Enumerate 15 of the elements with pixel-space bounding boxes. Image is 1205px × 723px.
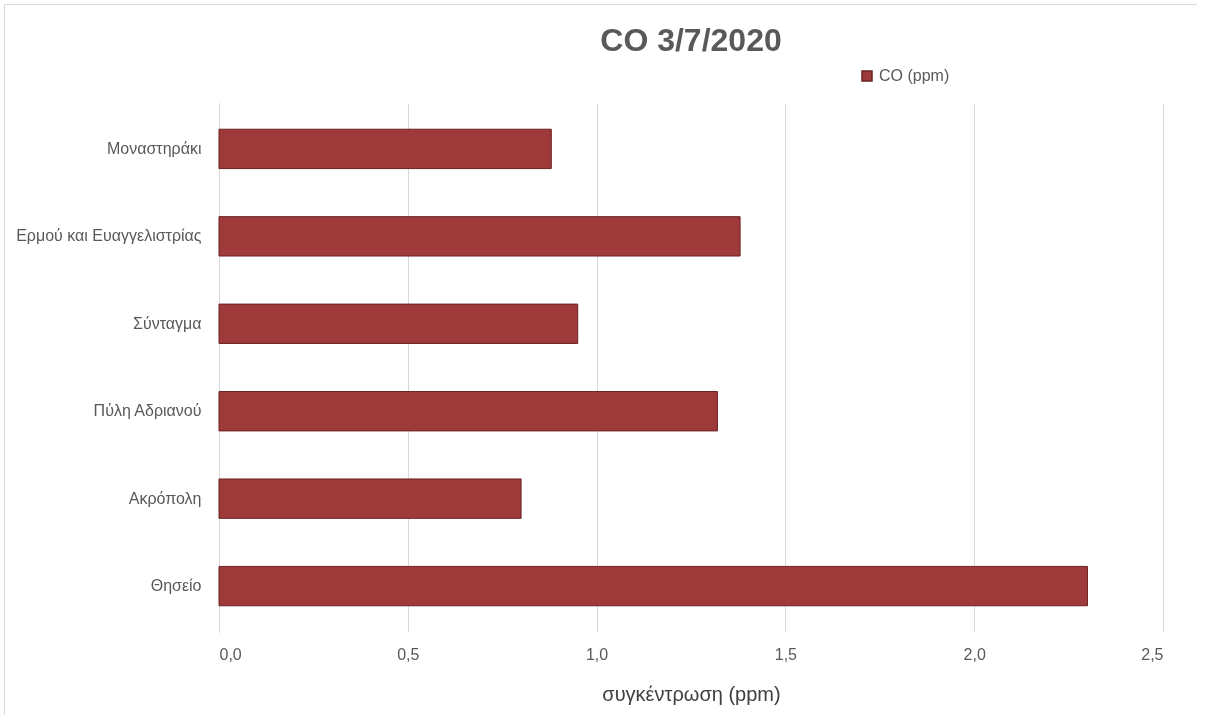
x-tick-label: 1,5 xyxy=(774,645,798,663)
x-tick-label: 2,5 xyxy=(1141,645,1164,663)
x-tick-label: 2,0 xyxy=(963,645,986,663)
y-tick-label: Πύλη Αδριανού xyxy=(93,402,202,420)
legend-label: CO (ppm) xyxy=(879,67,950,84)
x-axis-title: συγκέντρωση (ppm) xyxy=(602,682,781,705)
y-tick-label: Ερμού και Ευαγγελιστρίας xyxy=(16,227,202,245)
y-tick-label: Θησείο xyxy=(150,577,202,595)
y-tick-label: Μοναστηράκι xyxy=(107,139,202,157)
y-tick-label: Ακρόπολη xyxy=(128,489,202,507)
x-tick-label: 0,5 xyxy=(397,645,420,663)
y-tick-label: Σύνταγμα xyxy=(133,314,202,332)
chart-title: CO 3/7/2020 xyxy=(600,22,782,58)
x-tick-label: 1,0 xyxy=(585,645,609,663)
x-tick-label: 0,0 xyxy=(219,645,242,663)
